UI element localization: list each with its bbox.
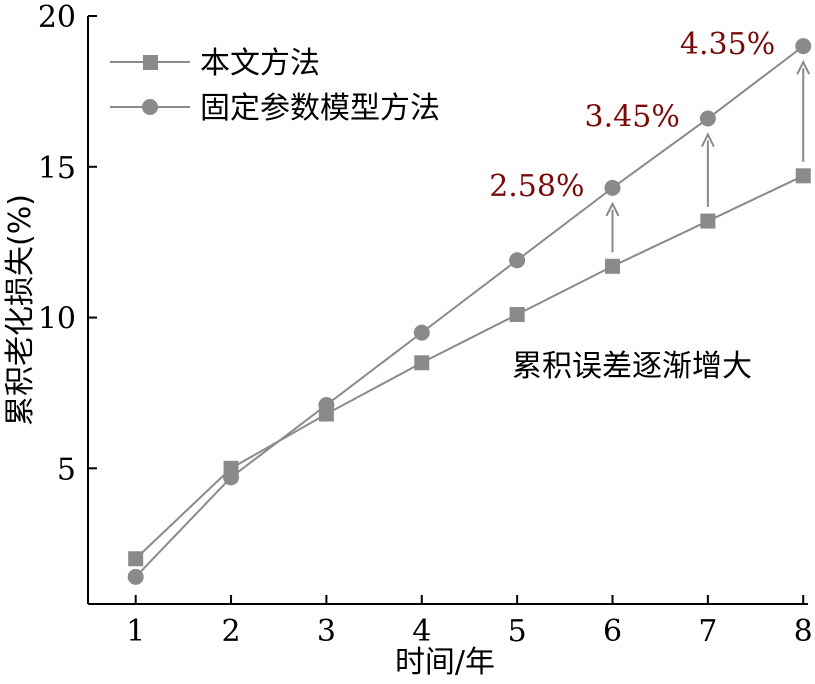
legend-label-series-2: 固定参数模型方法 [200,91,440,126]
x-tick-label: 5 [508,614,527,649]
square-point [509,307,525,323]
ticks: 1 2 3 4 5 6 7 8 5 10 15 20 [38,0,813,649]
difference-arrow-head [796,59,811,75]
legend-circle-marker [142,99,158,115]
axes [87,16,808,605]
square-point [700,213,716,229]
circle-point [604,179,621,196]
legend-square-marker [143,55,158,70]
circle-point [699,110,716,127]
x-tick-label: 2 [221,614,240,649]
difference-label: 4.35% [680,27,775,62]
square-point [795,168,811,184]
legend-item-fangfa: 本文方法 [110,46,320,81]
series-lines [134,45,804,578]
series-line-2 [134,45,804,578]
series-line-1 [134,174,804,560]
difference-arrow-head [700,132,715,147]
circle-point [509,252,526,269]
x-tick-label: 8 [794,614,813,649]
circle-point [795,38,812,55]
x-tick-label: 6 [603,614,622,649]
legend-item-guding: 固定参数模型方法 [110,91,440,126]
legend-label-series-1: 本文方法 [200,46,320,81]
difference-label: 3.45% [585,100,680,135]
square-point [605,258,621,274]
x-axis-label: 时间/年 [395,645,495,680]
arrows [605,59,811,253]
circle-point [318,396,335,413]
difference-arrow-head [605,201,620,217]
x-tick-label: 7 [698,614,717,649]
x-tick-label: 3 [317,614,336,649]
square-point [128,551,144,567]
annotation-labels: 2.58%3.45% 4.35% [489,27,775,204]
legend: 本文方法 固定参数模型方法 [110,46,440,126]
x-tick-label: 4 [412,614,431,649]
circle-point [223,469,240,486]
y-tick-label: 10 [38,302,76,337]
y-tick-label: 5 [57,452,76,487]
y-tick-label: 20 [38,0,76,35]
circle-point [127,568,144,585]
series-points [127,38,812,585]
circle-point [413,324,430,341]
y-axis-label: 累积老化损失(%) [3,194,38,426]
y-tick-label: 15 [38,151,76,186]
square-point [414,355,430,371]
x-tick-label: 1 [126,614,145,649]
note-text: 累积误差逐渐增大 [512,349,752,384]
difference-label: 2.58% [489,169,584,204]
